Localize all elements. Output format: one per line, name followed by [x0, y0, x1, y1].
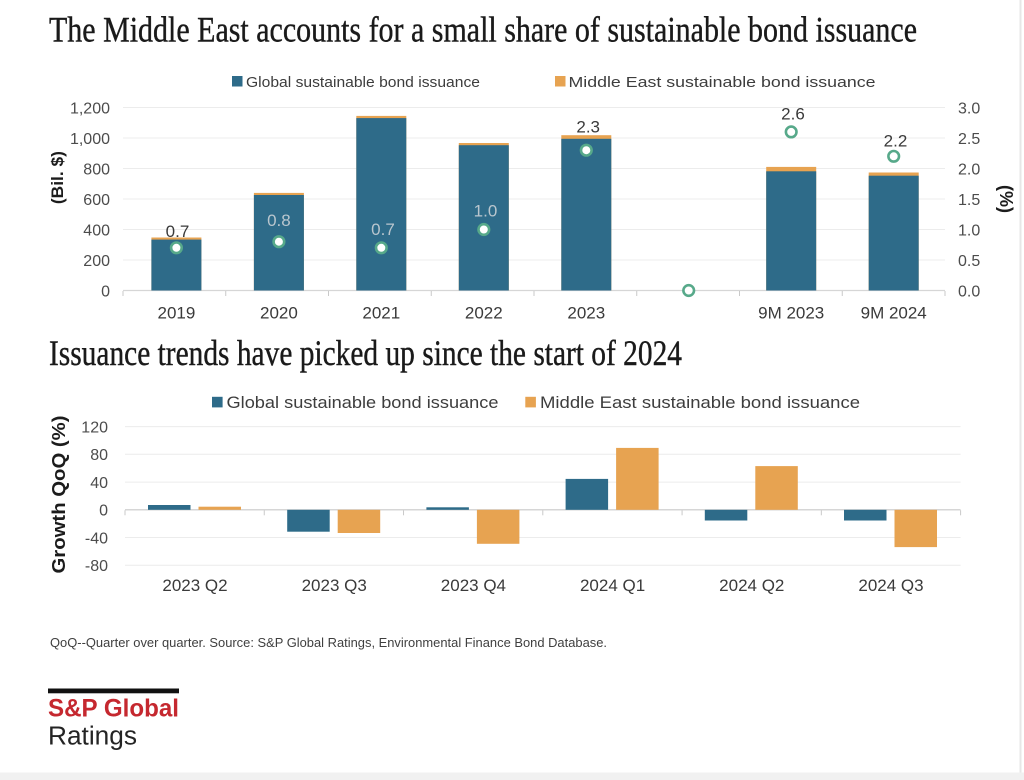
svg-text:2021: 2021	[362, 304, 400, 323]
svg-text:S&P Global: S&P Global	[48, 695, 179, 723]
svg-text:2022: 2022	[465, 304, 503, 323]
svg-text:-80: -80	[85, 558, 108, 575]
svg-text:2023 Q3: 2023 Q3	[302, 576, 367, 595]
svg-text:2024 Q1: 2024 Q1	[580, 576, 645, 595]
svg-text:Middle East sustainable bond i: Middle East sustainable bond issuance	[540, 393, 860, 412]
svg-text:0.0: 0.0	[958, 283, 980, 300]
svg-text:2.6: 2.6	[781, 105, 805, 124]
svg-text:Global sustainable bond issuan: Global sustainable bond issuance	[246, 74, 480, 91]
svg-text:80: 80	[90, 447, 108, 464]
svg-text:2.2: 2.2	[884, 132, 908, 151]
svg-text:2024 Q2: 2024 Q2	[719, 576, 784, 595]
svg-text:0: 0	[101, 283, 110, 300]
svg-text:Issuance trends have picked up: Issuance trends have picked up since the…	[49, 333, 682, 373]
svg-text:0.7: 0.7	[166, 222, 190, 241]
svg-text:1,200: 1,200	[70, 100, 110, 117]
svg-text:2023 Q4: 2023 Q4	[441, 576, 506, 595]
svg-text:9M 2023: 9M 2023	[758, 304, 824, 323]
svg-text:-40: -40	[85, 530, 108, 547]
svg-text:2023: 2023	[567, 304, 605, 323]
svg-text:2020: 2020	[260, 304, 298, 323]
svg-text:3.0: 3.0	[958, 100, 980, 117]
svg-text:(Bil. $): (Bil. $)	[48, 151, 67, 204]
svg-text:Growth QoQ (%): Growth QoQ (%)	[49, 415, 69, 573]
svg-text:Global sustainable bond issuan: Global sustainable bond issuance	[227, 393, 499, 412]
svg-text:40: 40	[90, 475, 108, 492]
svg-text:120: 120	[81, 419, 108, 436]
svg-text:1.0: 1.0	[474, 202, 498, 221]
svg-text:200: 200	[83, 253, 110, 270]
svg-text:2024 Q3: 2024 Q3	[858, 576, 923, 595]
svg-text:0.7: 0.7	[371, 220, 395, 239]
svg-text:1.0: 1.0	[958, 222, 980, 239]
svg-text:The Middle East accounts for a: The Middle East accounts for a small sha…	[49, 10, 917, 50]
svg-text:9M 2024: 9M 2024	[861, 304, 927, 323]
svg-text:0.8: 0.8	[267, 211, 291, 230]
svg-text:400: 400	[83, 222, 110, 239]
svg-text:2.3: 2.3	[576, 118, 600, 137]
svg-text:Ratings: Ratings	[48, 723, 137, 751]
svg-text:0.5: 0.5	[958, 253, 980, 270]
svg-text:800: 800	[83, 161, 110, 178]
svg-text:1,000: 1,000	[70, 131, 110, 148]
svg-text:QoQ--Quarter over quarter. Sou: QoQ--Quarter over quarter. Source: S&P G…	[50, 635, 607, 650]
svg-text:(%): (%)	[996, 185, 1016, 213]
svg-text:Middle East sustainable bond i: Middle East sustainable bond issuance	[569, 74, 876, 91]
svg-text:0: 0	[99, 503, 108, 520]
svg-text:600: 600	[83, 192, 110, 209]
svg-text:2019: 2019	[157, 304, 195, 323]
svg-text:2023 Q2: 2023 Q2	[162, 576, 227, 595]
svg-text:2.5: 2.5	[958, 131, 980, 148]
svg-text:1.5: 1.5	[958, 192, 980, 209]
svg-text:2.0: 2.0	[958, 161, 980, 178]
